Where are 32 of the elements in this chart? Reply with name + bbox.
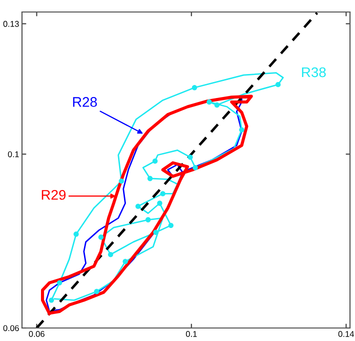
point	[145, 217, 151, 222]
annotation: R38	[302, 67, 326, 78]
point	[135, 204, 141, 209]
x-tick-label: 0.1	[186, 331, 197, 337]
point	[98, 234, 104, 240]
point	[118, 178, 124, 184]
point	[157, 200, 162, 206]
y-tick-label: 0.13	[3, 20, 19, 27]
point	[214, 102, 220, 108]
point	[94, 288, 100, 294]
point	[56, 280, 62, 286]
point	[74, 232, 79, 237]
point	[192, 85, 198, 90]
x-tick-label: 0.14	[338, 331, 354, 337]
point	[147, 176, 153, 182]
x-tick-label: 0.06	[28, 331, 44, 337]
point	[192, 165, 198, 170]
point	[239, 127, 244, 132]
point	[160, 191, 166, 196]
annotation: R28	[73, 97, 97, 107]
point	[275, 82, 281, 88]
point	[206, 99, 212, 105]
point	[168, 222, 174, 228]
point	[188, 154, 193, 160]
point	[152, 158, 158, 164]
point	[153, 230, 158, 235]
point	[122, 258, 128, 264]
y-tick-label: 0.06	[3, 325, 19, 332]
point	[48, 298, 54, 303]
point	[108, 252, 114, 258]
y-tick-label: 0.1	[8, 151, 19, 158]
annotation: R29	[42, 190, 66, 200]
